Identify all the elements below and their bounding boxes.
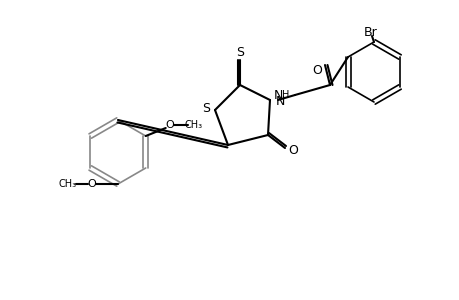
Text: H: H: [282, 90, 289, 100]
Text: N: N: [273, 88, 282, 101]
Text: O: O: [165, 120, 174, 130]
Text: N: N: [275, 94, 284, 107]
Text: O: O: [87, 179, 96, 189]
Text: S: S: [202, 101, 210, 115]
Text: Br: Br: [364, 26, 377, 38]
Text: CH₃: CH₃: [59, 179, 77, 189]
Text: CH₃: CH₃: [184, 120, 202, 130]
Text: S: S: [235, 46, 243, 59]
Text: O: O: [287, 143, 297, 157]
Text: O: O: [311, 64, 321, 76]
